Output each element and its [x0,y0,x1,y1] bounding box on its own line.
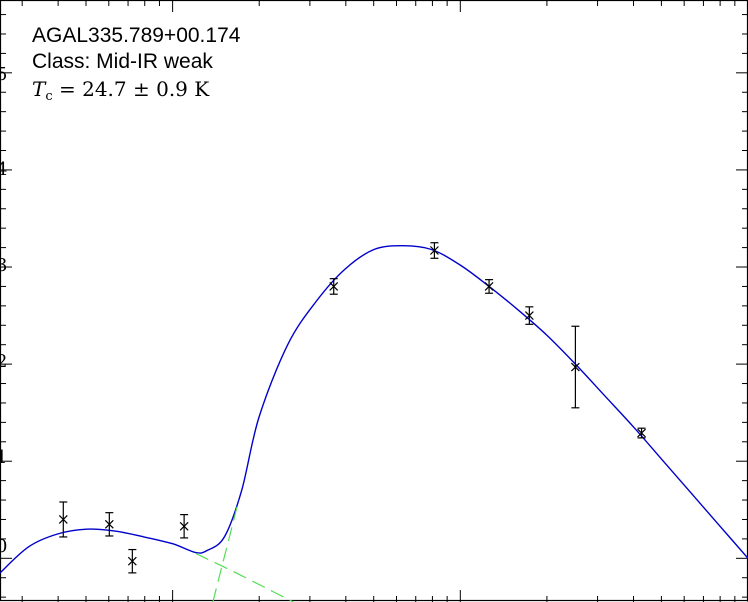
cold-component-line [212,499,240,602]
marker-x [524,311,534,320]
data-point [570,325,580,409]
data-point [524,306,534,325]
total-fit-line [0,244,748,574]
data-point [58,501,68,538]
marker-x [570,362,580,372]
data-point [637,427,646,439]
y-tick-label-0-fragment: 0 [0,536,7,557]
data-points [58,242,646,574]
data-point [179,514,189,539]
y-axis-ticks [0,14,748,598]
marker-x [329,282,339,291]
y-tick-label-5-fragment: 5 [0,64,7,85]
data-point [484,279,494,294]
y-tick-label-3-fragment: 3 [0,255,7,276]
marker-x [58,515,68,524]
y-tick-label-1-fragment: 1 [0,447,7,468]
marker-x [637,428,646,438]
warm-component-line [195,552,294,602]
data-point [429,242,439,259]
temperature-label: Tc = 24.7 ± 0.9 K [32,77,210,104]
data-point [329,278,339,295]
y-tick-label-4-fragment: 4 [0,159,7,180]
x-axis-ticks [21,0,748,602]
marker-x [429,246,439,255]
data-point [104,512,114,537]
marker-x [127,556,137,566]
marker-x [104,519,114,529]
fit-curves [0,244,748,602]
marker-x [179,521,189,531]
data-point [127,548,137,574]
source-name: AGAL335.789+00.174 [32,24,241,47]
source-class: Class: Mid-IR weak [32,50,213,73]
marker-x [484,282,494,291]
y-tick-label-2-fragment: 2 [0,351,7,372]
